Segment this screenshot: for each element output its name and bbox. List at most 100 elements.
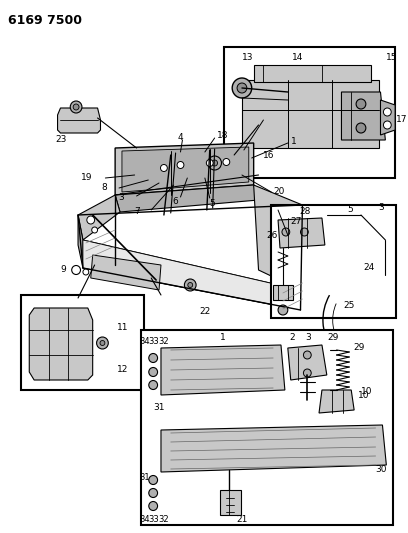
Text: 26: 26	[267, 230, 278, 239]
Text: 18: 18	[217, 132, 228, 141]
Circle shape	[92, 227, 98, 233]
Circle shape	[72, 265, 80, 274]
Text: 31: 31	[139, 472, 150, 481]
Text: 29: 29	[353, 343, 364, 352]
Text: 22: 22	[199, 308, 211, 317]
Bar	[22, 295, 144, 390]
Text: 15: 15	[386, 52, 398, 61]
Circle shape	[208, 156, 222, 170]
Text: 34: 34	[139, 337, 150, 346]
Circle shape	[212, 160, 217, 166]
Text: 19: 19	[81, 174, 93, 182]
Circle shape	[206, 159, 213, 166]
Polygon shape	[319, 390, 354, 413]
Text: 3: 3	[118, 192, 124, 201]
Text: 7: 7	[134, 207, 140, 216]
Circle shape	[300, 228, 308, 236]
Bar	[224, 47, 395, 178]
Circle shape	[160, 165, 167, 172]
Circle shape	[149, 353, 157, 362]
Text: 32: 32	[159, 515, 169, 524]
Circle shape	[384, 121, 391, 129]
Circle shape	[149, 475, 157, 484]
Polygon shape	[288, 345, 327, 380]
Polygon shape	[58, 108, 100, 133]
Circle shape	[304, 351, 311, 359]
Text: 10: 10	[358, 391, 370, 400]
Text: 27: 27	[291, 217, 302, 227]
Polygon shape	[122, 147, 249, 192]
Text: 29: 29	[327, 334, 339, 343]
Text: 3: 3	[305, 334, 311, 343]
Polygon shape	[83, 240, 300, 310]
Circle shape	[100, 341, 105, 345]
Text: 11: 11	[117, 324, 129, 333]
Polygon shape	[273, 285, 293, 300]
Text: 32: 32	[159, 337, 169, 346]
Circle shape	[70, 101, 82, 113]
Circle shape	[149, 381, 157, 390]
Circle shape	[304, 369, 311, 377]
Text: 1: 1	[220, 334, 225, 343]
Bar	[142, 330, 393, 525]
Text: 17: 17	[396, 116, 408, 125]
Text: 13: 13	[242, 52, 253, 61]
Polygon shape	[220, 490, 241, 515]
Polygon shape	[78, 195, 120, 240]
Text: 6: 6	[173, 198, 179, 206]
Text: 20: 20	[273, 188, 284, 197]
Polygon shape	[83, 240, 300, 310]
Text: 1: 1	[291, 138, 297, 147]
Polygon shape	[381, 100, 395, 135]
Circle shape	[97, 337, 108, 349]
Polygon shape	[115, 185, 259, 212]
Text: 23: 23	[55, 135, 67, 144]
Circle shape	[278, 305, 288, 315]
Text: 6169 7500: 6169 7500	[8, 13, 82, 27]
Circle shape	[83, 269, 89, 275]
Circle shape	[282, 228, 290, 236]
Text: 3: 3	[379, 204, 384, 213]
Text: 30: 30	[376, 465, 387, 474]
Text: 5: 5	[347, 206, 353, 214]
Text: 16: 16	[264, 150, 275, 159]
Text: 25: 25	[344, 301, 355, 310]
Circle shape	[73, 104, 79, 110]
Text: 8: 8	[102, 183, 107, 192]
Text: 21: 21	[236, 515, 248, 524]
Polygon shape	[78, 215, 83, 268]
Circle shape	[237, 83, 247, 93]
Text: 34: 34	[139, 515, 150, 524]
Text: 2: 2	[290, 334, 295, 343]
Text: 31: 31	[153, 402, 165, 411]
Polygon shape	[254, 65, 371, 82]
Text: 33: 33	[149, 515, 160, 524]
Text: 10: 10	[361, 387, 373, 397]
Text: 4: 4	[177, 133, 183, 141]
Circle shape	[384, 108, 391, 116]
Text: 33: 33	[149, 337, 160, 346]
Circle shape	[184, 279, 196, 291]
Polygon shape	[278, 218, 325, 248]
Circle shape	[356, 99, 366, 109]
Text: 12: 12	[117, 366, 129, 375]
Polygon shape	[254, 185, 302, 290]
Polygon shape	[161, 345, 285, 395]
Polygon shape	[29, 308, 93, 380]
Text: 28: 28	[299, 207, 311, 216]
Circle shape	[223, 158, 230, 166]
Circle shape	[177, 161, 184, 168]
Polygon shape	[91, 255, 161, 290]
Text: 14: 14	[292, 52, 303, 61]
Polygon shape	[161, 425, 386, 472]
Circle shape	[149, 489, 157, 497]
Circle shape	[149, 367, 157, 376]
Circle shape	[356, 123, 366, 133]
Text: 5: 5	[210, 198, 215, 207]
Text: 9: 9	[61, 265, 67, 274]
Polygon shape	[115, 143, 254, 195]
Circle shape	[87, 216, 95, 224]
Text: 24: 24	[363, 263, 374, 272]
Circle shape	[149, 502, 157, 511]
Polygon shape	[242, 80, 379, 148]
